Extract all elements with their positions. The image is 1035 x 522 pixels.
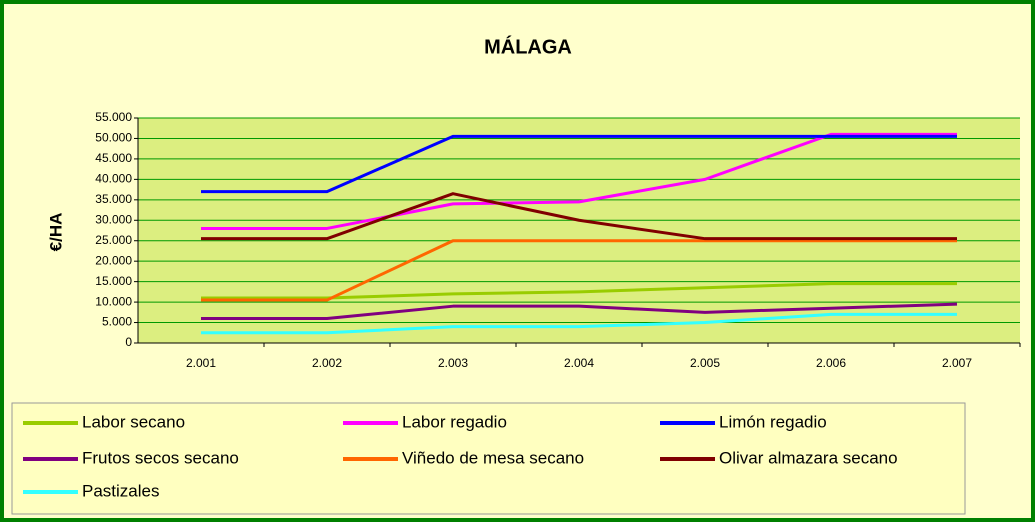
series-line [201, 282, 957, 300]
y-tick-label: 25.000 [95, 233, 132, 247]
plot-area [138, 118, 1020, 343]
legend-label: Viñedo de mesa secano [402, 448, 584, 467]
y-tick-label: 40.000 [95, 172, 132, 186]
series-line [201, 192, 957, 241]
y-tick-label: 0 [125, 335, 132, 349]
legend-label: Labor secano [82, 412, 185, 431]
y-tick-label: 20.000 [95, 253, 132, 267]
legend-label: Pastizales [82, 481, 159, 500]
chart-title: MÁLAGA [484, 35, 572, 58]
series-line [201, 134, 957, 194]
legend-label: Olivar almazara secano [719, 448, 898, 467]
x-tick-label: 2.007 [942, 356, 972, 370]
legend-label: Frutos secos secano [82, 448, 239, 467]
y-tick-label: 30.000 [95, 212, 132, 226]
x-tick-label: 2.006 [816, 356, 846, 370]
series-line [201, 302, 958, 320]
y-tick-label: 55.000 [95, 110, 132, 124]
series-line [201, 239, 957, 302]
series-line [201, 132, 957, 230]
y-axis-label: €/HA [46, 213, 65, 252]
y-tick-label: 35.000 [95, 192, 132, 206]
legend-label: Limón regadio [719, 412, 827, 431]
x-tick-label: 2.002 [312, 356, 342, 370]
x-tick-label: 2.003 [438, 356, 468, 370]
y-tick-label: 5.000 [102, 315, 132, 329]
y-tick-label: 15.000 [95, 274, 132, 288]
y-tick-label: 45.000 [95, 151, 132, 165]
series-line [201, 312, 957, 335]
legend-label: Labor regadio [402, 412, 507, 431]
x-tick-label: 2.001 [186, 356, 216, 370]
x-tick-label: 2.005 [690, 356, 720, 370]
legend-box [11, 402, 966, 515]
y-tick-label: 50.000 [95, 131, 132, 145]
x-tick-label: 2.004 [564, 356, 594, 370]
y-tick-label: 10.000 [95, 294, 132, 308]
